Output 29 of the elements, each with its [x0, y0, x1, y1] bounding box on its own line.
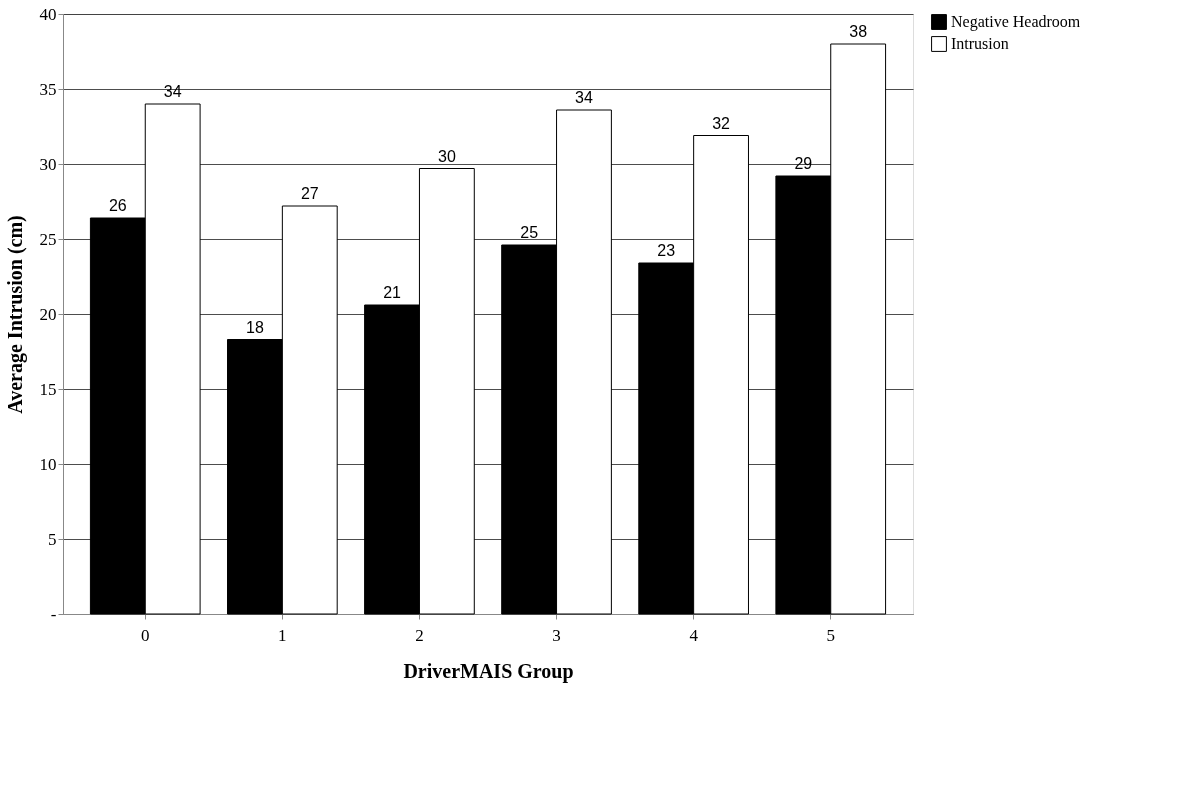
data-label: 18 — [246, 318, 264, 336]
data-label: 21 — [383, 284, 402, 301]
y-tick-label: 15 — [39, 379, 57, 399]
y-tick-label: 40 — [39, 4, 57, 24]
data-label: 32 — [712, 114, 731, 132]
data-label: 38 — [849, 23, 868, 40]
legend-label: Negative Headroom — [951, 13, 1081, 31]
x-tick-label: 0 — [141, 625, 150, 645]
x-tick-label: 2 — [415, 625, 424, 645]
x-tick-label: 5 — [826, 625, 835, 645]
x-axis-title: DriverMAIS Group — [403, 659, 574, 683]
y-tick-label: 5 — [48, 529, 57, 549]
data-label: 30 — [437, 147, 456, 165]
y-tick-label: 35 — [39, 79, 57, 99]
data-label: 34 — [575, 89, 593, 106]
legend-label: Intrusion — [951, 35, 1009, 52]
y-axis-title: Average Intrusion (cm) — [3, 215, 27, 414]
data-label: 23 — [657, 242, 676, 259]
y-tick-label: 30 — [39, 154, 57, 174]
x-tick-label: 4 — [689, 625, 699, 645]
y-tick-label: 10 — [39, 454, 57, 474]
y-tick-label: 20 — [39, 304, 57, 324]
data-label: 27 — [300, 185, 319, 202]
x-tick-label: 3 — [552, 625, 561, 645]
x-tick-label: 1 — [278, 625, 287, 645]
y-tick-label: - — [50, 604, 57, 624]
data-label: 26 — [108, 197, 127, 214]
y-tick-label: 25 — [39, 229, 57, 249]
data-label: 25 — [520, 224, 539, 241]
